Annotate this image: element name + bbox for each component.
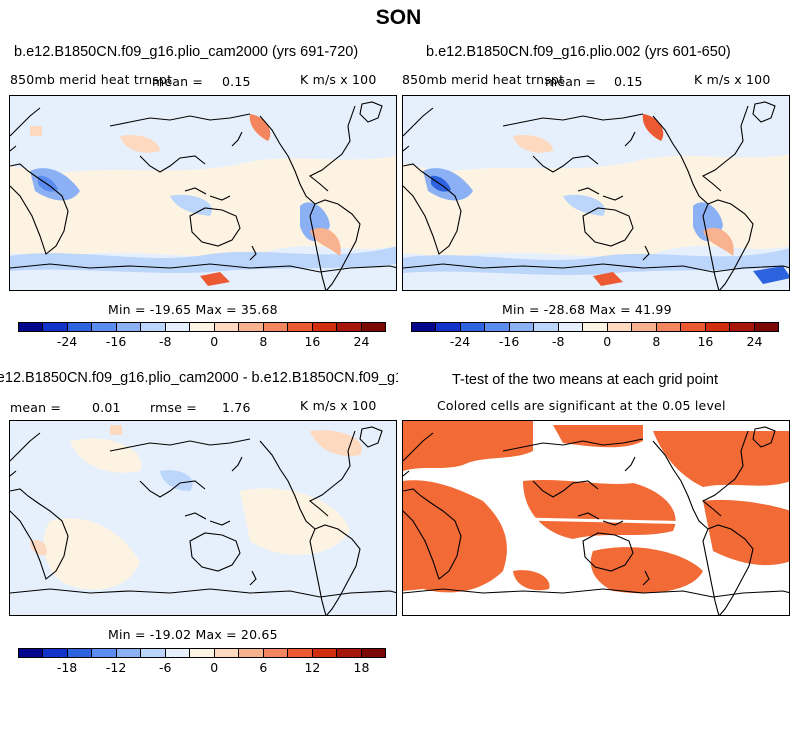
colorbar-swatch xyxy=(190,323,215,331)
colorbar-tick-label: -24 xyxy=(56,334,78,349)
panel-2-mean-label: mean = xyxy=(545,74,597,89)
panel-1-mean-label: mean = xyxy=(152,74,204,89)
colorbar-swatch xyxy=(288,323,313,331)
colorbar-tick-label: 16 xyxy=(304,334,321,349)
panel-1-variable-label: 850mb merid heat trnspt xyxy=(10,72,173,87)
colorbar-swatch xyxy=(485,323,510,331)
colorbar-tick-label: 16 xyxy=(697,334,714,349)
colorbar-tick-label: -18 xyxy=(56,660,78,675)
colorbar-swatch xyxy=(312,649,338,657)
colorbar-swatch xyxy=(263,649,289,657)
panel-2-map xyxy=(402,95,790,291)
panel-1-map xyxy=(9,95,397,291)
colorbar-swatch xyxy=(165,649,191,657)
colorbar-swatch xyxy=(190,649,215,657)
panel-2-variable-label: 850mb merid heat trnspt xyxy=(402,72,565,87)
colorbar-tick-label: 0 xyxy=(603,334,612,349)
colorbar-swatch xyxy=(754,323,779,331)
panel-4-map xyxy=(402,420,790,616)
colorbar-swatch xyxy=(509,323,535,331)
colorbar-swatch xyxy=(361,649,386,657)
colorbar-tick-label: 8 xyxy=(652,334,661,349)
panel-4-subtitle: Colored cells are significant at the 0.0… xyxy=(437,398,726,413)
panel-2-title: b.e12.B1850CN.f09_g16.plio.002 (yrs 601-… xyxy=(426,44,731,60)
colorbar-tick-label: -8 xyxy=(158,334,172,349)
colorbar-swatch xyxy=(239,323,264,331)
colorbar-swatch xyxy=(460,323,486,331)
colorbar-swatch xyxy=(43,323,68,331)
panel-1-colorbar xyxy=(18,322,386,332)
colorbar-tick-label: 24 xyxy=(353,334,370,349)
panel-3-rmse-label: rmse = xyxy=(150,400,197,415)
panel-1-title: b.e12.B1850CN.f09_g16.plio_cam2000 (yrs … xyxy=(14,44,359,60)
colorbar-swatch xyxy=(116,649,142,657)
colorbar-swatch xyxy=(67,323,93,331)
panel-3-mean-value: 0.01 xyxy=(92,400,121,415)
colorbar-tick-label: 0 xyxy=(210,660,219,675)
panel-3-stats: Min = -19.02 Max = 20.65 xyxy=(108,627,278,642)
colorbar-swatch xyxy=(214,649,240,657)
colorbar-swatch xyxy=(337,649,362,657)
colorbar-swatch xyxy=(337,323,362,331)
colorbar-tick-label: 12 xyxy=(304,660,321,675)
colorbar-tick-label: 8 xyxy=(259,334,268,349)
colorbar-swatch xyxy=(412,323,437,331)
colorbar-swatch xyxy=(656,323,682,331)
colorbar-swatch xyxy=(730,323,755,331)
panel-4-title: T-test of the two means at each grid poi… xyxy=(452,372,718,388)
colorbar-swatch xyxy=(92,649,117,657)
colorbar-swatch xyxy=(607,323,633,331)
panel-3-colorbar xyxy=(18,648,386,658)
panel-2-stats: Min = -28.68 Max = 41.99 xyxy=(502,302,672,317)
panel-1-stats: Min = -19.65 Max = 35.68 xyxy=(108,302,278,317)
panel-3-title: b.e12.B1850CN.f09_g16.plio_cam2000 - b.e… xyxy=(0,370,398,386)
colorbar-swatch xyxy=(288,649,313,657)
colorbar-swatch xyxy=(19,649,44,657)
colorbar-tick-label: 0 xyxy=(210,334,219,349)
colorbar-swatch xyxy=(361,323,386,331)
colorbar-swatch xyxy=(436,323,461,331)
colorbar-swatch xyxy=(583,323,608,331)
panel-3-mean-label: mean = xyxy=(10,400,62,415)
colorbar-swatch xyxy=(165,323,191,331)
colorbar-swatch xyxy=(558,323,584,331)
colorbar-swatch xyxy=(214,323,240,331)
figure-title: SON xyxy=(375,6,422,29)
panel-3-units: K m/s x 100 xyxy=(300,398,377,413)
colorbar-swatch xyxy=(141,323,166,331)
panel-1-mean-value: 0.15 xyxy=(222,74,251,89)
colorbar-swatch xyxy=(681,323,706,331)
colorbar-swatch xyxy=(312,323,338,331)
colorbar-tick-label: -12 xyxy=(105,660,127,675)
panel-2-colorbar xyxy=(411,322,779,332)
panel-3-title-clip: b.e12.B1850CN.f09_g16.plio_cam2000 - b.e… xyxy=(0,370,398,392)
panel-2-mean-value: 0.15 xyxy=(614,74,643,89)
colorbar-tick-label: -24 xyxy=(449,334,471,349)
colorbar-tick-label: -16 xyxy=(498,334,520,349)
colorbar-swatch xyxy=(19,323,44,331)
colorbar-swatch xyxy=(534,323,559,331)
panel-2-units: K m/s x 100 xyxy=(694,72,771,87)
colorbar-swatch xyxy=(239,649,264,657)
colorbar-swatch xyxy=(705,323,731,331)
panel-1-units: K m/s x 100 xyxy=(300,72,377,87)
colorbar-swatch xyxy=(67,649,93,657)
colorbar-swatch xyxy=(263,323,289,331)
colorbar-swatch xyxy=(632,323,657,331)
panel-3-rmse-value: 1.76 xyxy=(222,400,251,415)
panel-3-map xyxy=(9,420,397,616)
colorbar-tick-label: -6 xyxy=(158,660,172,675)
colorbar-swatch xyxy=(141,649,166,657)
colorbar-swatch xyxy=(92,323,117,331)
colorbar-tick-label: 6 xyxy=(259,660,268,675)
colorbar-tick-label: -16 xyxy=(105,334,127,349)
colorbar-tick-label: 18 xyxy=(353,660,370,675)
colorbar-tick-label: -8 xyxy=(551,334,565,349)
colorbar-swatch xyxy=(43,649,68,657)
colorbar-tick-label: 24 xyxy=(746,334,763,349)
colorbar-swatch xyxy=(116,323,142,331)
